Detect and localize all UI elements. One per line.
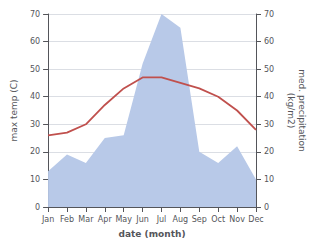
svg-text:date (month): date (month) xyxy=(119,229,186,239)
svg-text:Apr: Apr xyxy=(98,215,113,224)
svg-text:Oct: Oct xyxy=(211,215,225,224)
svg-text:Mar: Mar xyxy=(78,215,94,224)
svg-text:30: 30 xyxy=(264,120,274,129)
svg-text:Sep: Sep xyxy=(192,215,207,224)
svg-text:Nov: Nov xyxy=(229,215,245,224)
svg-text:70: 70 xyxy=(30,10,40,19)
svg-text:May: May xyxy=(115,215,132,224)
svg-text:50: 50 xyxy=(30,65,40,74)
svg-text:Dec: Dec xyxy=(248,215,263,224)
svg-text:Jul: Jul xyxy=(156,215,167,224)
svg-text:Aug: Aug xyxy=(173,215,189,224)
svg-text:60: 60 xyxy=(30,37,40,46)
svg-text:20: 20 xyxy=(30,147,40,156)
svg-text:Jan: Jan xyxy=(41,215,54,224)
svg-text:max temp (C): max temp (C) xyxy=(9,79,19,141)
svg-text:(kg/m2): (kg/m2) xyxy=(286,93,296,128)
svg-text:10: 10 xyxy=(30,175,40,184)
svg-text:med. precipitation: med. precipitation xyxy=(297,69,307,151)
svg-text:0: 0 xyxy=(264,203,269,212)
svg-text:10: 10 xyxy=(264,175,274,184)
svg-text:70: 70 xyxy=(264,10,274,19)
svg-text:60: 60 xyxy=(264,37,274,46)
svg-text:40: 40 xyxy=(30,92,40,101)
svg-text:Feb: Feb xyxy=(60,215,74,224)
svg-text:40: 40 xyxy=(264,92,274,101)
svg-text:50: 50 xyxy=(264,65,274,74)
svg-text:20: 20 xyxy=(264,147,274,156)
svg-text:0: 0 xyxy=(35,203,40,212)
svg-text:30: 30 xyxy=(30,120,40,129)
svg-text:Jun: Jun xyxy=(135,215,149,224)
